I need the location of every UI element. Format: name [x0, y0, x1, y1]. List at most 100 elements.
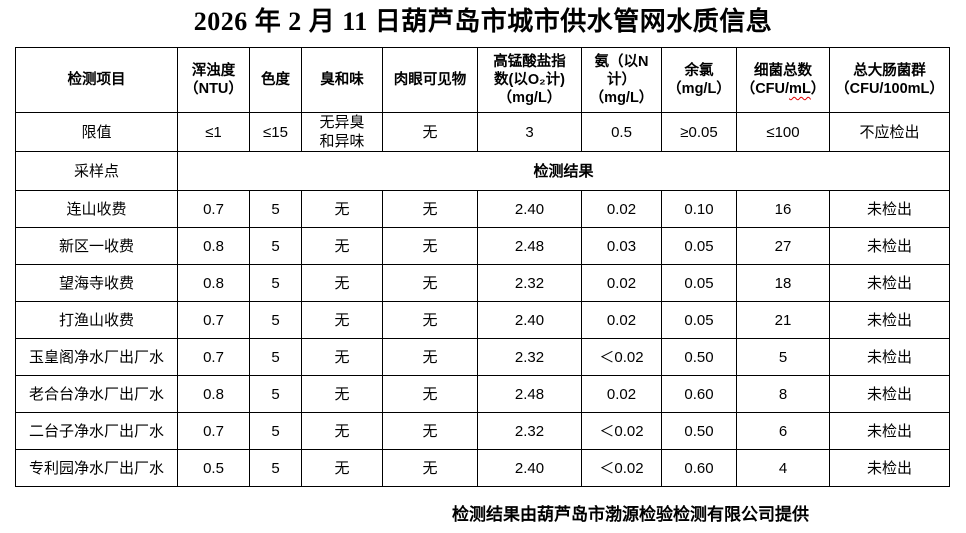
- table-row: 打渔山收费 0.7 5 无 无 2.40 0.02 0.05 21 未检出: [15, 301, 950, 339]
- cell-value: 无: [382, 449, 478, 487]
- cell-value: 未检出: [829, 227, 950, 265]
- header-visible-matter: 肉眼可见物: [382, 47, 478, 113]
- cell-value: 4: [736, 449, 830, 487]
- results-label: 检测结果: [177, 151, 950, 191]
- table-row: 老合台净水厂出厂水 0.8 5 无 无 2.48 0.02 0.60 8 未检出: [15, 375, 950, 413]
- cell-value: ＜0.02: [581, 412, 662, 450]
- cell-value: 0.02: [581, 375, 662, 413]
- limit-value: 0.5: [581, 112, 662, 152]
- table-row: 连山收费 0.7 5 无 无 2.40 0.02 0.10 16 未检出: [15, 190, 950, 228]
- cell-value: 无: [382, 190, 478, 228]
- cell-value: ＜0.02: [581, 338, 662, 376]
- page-title: 2026 年 2 月 11 日葫芦岛市城市供水管网水质信息: [193, 7, 773, 36]
- cell-value: 无: [301, 190, 383, 228]
- cell-value: 无: [382, 264, 478, 302]
- limit-value: ≤15: [249, 112, 302, 152]
- cell-value: 0.02: [581, 264, 662, 302]
- cell-value: 2.32: [477, 264, 582, 302]
- cell-value: 2.40: [477, 301, 582, 339]
- cell-value: 无: [301, 264, 383, 302]
- cell-value: 27: [736, 227, 830, 265]
- spellcheck-squiggle: mL: [789, 81, 811, 97]
- header-bacteria-unit: （CFU/mL）: [740, 81, 826, 97]
- cell-value: 21: [736, 301, 830, 339]
- header-bacteria-name: 细菌总数: [754, 63, 812, 79]
- cell-value: 0.7: [177, 190, 250, 228]
- cell-value: 未检出: [829, 301, 950, 339]
- site-name: 打渔山收费: [15, 301, 178, 339]
- cell-value: 2.32: [477, 412, 582, 450]
- footer-note: 检测结果由葫芦岛市渤源检验检测有限公司提供: [452, 505, 809, 524]
- header-row: 检测项目 浑浊度 （NTU） 色度 臭和味 肉眼可见物 高锰酸盐指 数(以O₂计…: [15, 47, 950, 113]
- cell-value: 0.10: [661, 190, 737, 228]
- water-quality-table: 检测项目 浑浊度 （NTU） 色度 臭和味 肉眼可见物 高锰酸盐指 数(以O₂计…: [15, 47, 950, 487]
- site-name: 玉皇阁净水厂出厂水: [15, 338, 178, 376]
- limit-value: 不应检出: [829, 112, 950, 152]
- limit-value: ≤1: [177, 112, 250, 152]
- cell-value: 0.5: [177, 449, 250, 487]
- cell-value: 未检出: [829, 190, 950, 228]
- document-page: 2026 年 2 月 11 日葫芦岛市城市供水管网水质信息 检测项目 浑浊度 （…: [0, 5, 966, 533]
- cell-value: 未检出: [829, 449, 950, 487]
- table-row: 专利园净水厂出厂水 0.5 5 无 无 2.40 ＜0.02 0.60 4 未检…: [15, 449, 950, 487]
- cell-value: 0.60: [661, 375, 737, 413]
- cell-value: 0.60: [661, 449, 737, 487]
- limit-value: 无异臭 和异味: [301, 112, 383, 152]
- cell-value: 0.03: [581, 227, 662, 265]
- limit-label: 限值: [15, 112, 178, 152]
- sampling-row: 采样点 检测结果: [15, 151, 950, 191]
- site-name: 专利园净水厂出厂水: [15, 449, 178, 487]
- cell-value: 2.40: [477, 449, 582, 487]
- cell-value: 0.8: [177, 375, 250, 413]
- cell-value: 0.05: [661, 227, 737, 265]
- cell-value: 0.8: [177, 227, 250, 265]
- limit-value: 无: [382, 112, 478, 152]
- cell-value: ＜0.02: [581, 449, 662, 487]
- cell-value: 18: [736, 264, 830, 302]
- cell-value: 5: [249, 412, 302, 450]
- cell-value: 0.02: [581, 190, 662, 228]
- cell-value: 无: [301, 301, 383, 339]
- cell-value: 无: [301, 338, 383, 376]
- cell-value: 0.05: [661, 301, 737, 339]
- header-odor: 臭和味: [301, 47, 383, 113]
- cell-value: 未检出: [829, 412, 950, 450]
- header-permanganate: 高锰酸盐指 数(以O₂计) （mg/L）: [477, 47, 582, 113]
- cell-value: 无: [301, 449, 383, 487]
- cell-value: 2.32: [477, 338, 582, 376]
- cell-value: 0.02: [581, 301, 662, 339]
- cell-value: 无: [382, 338, 478, 376]
- cell-value: 5: [736, 338, 830, 376]
- limit-value: ≤100: [736, 112, 830, 152]
- cell-value: 5: [249, 227, 302, 265]
- limit-value: ≥0.05: [661, 112, 737, 152]
- header-item: 检测项目: [15, 47, 178, 113]
- cell-value: 无: [382, 375, 478, 413]
- cell-value: 0.7: [177, 412, 250, 450]
- header-ammonia: 氨（以N 计） （mg/L）: [581, 47, 662, 113]
- cell-value: 5: [249, 264, 302, 302]
- site-name: 连山收费: [15, 190, 178, 228]
- site-name: 二台子净水厂出厂水: [15, 412, 178, 450]
- site-name: 老合台净水厂出厂水: [15, 375, 178, 413]
- cell-value: 0.7: [177, 301, 250, 339]
- header-bacteria-count: 细菌总数 （CFU/mL）: [736, 47, 830, 113]
- cell-value: 无: [301, 227, 383, 265]
- cell-value: 未检出: [829, 264, 950, 302]
- cell-value: 5: [249, 375, 302, 413]
- table-row: 二台子净水厂出厂水 0.7 5 无 无 2.32 ＜0.02 0.50 6 未检…: [15, 412, 950, 450]
- cell-value: 5: [249, 449, 302, 487]
- cell-value: 无: [301, 412, 383, 450]
- cell-value: 0.50: [661, 412, 737, 450]
- table-row: 望海寺收费 0.8 5 无 无 2.32 0.02 0.05 18 未检出: [15, 264, 950, 302]
- cell-value: 无: [382, 412, 478, 450]
- cell-value: 5: [249, 301, 302, 339]
- cell-value: 2.40: [477, 190, 582, 228]
- cell-value: 16: [736, 190, 830, 228]
- cell-value: 2.48: [477, 375, 582, 413]
- cell-value: 无: [382, 227, 478, 265]
- header-coliform: 总大肠菌群 （CFU/100mL）: [829, 47, 950, 113]
- site-name: 新区一收费: [15, 227, 178, 265]
- cell-value: 无: [382, 301, 478, 339]
- cell-value: 6: [736, 412, 830, 450]
